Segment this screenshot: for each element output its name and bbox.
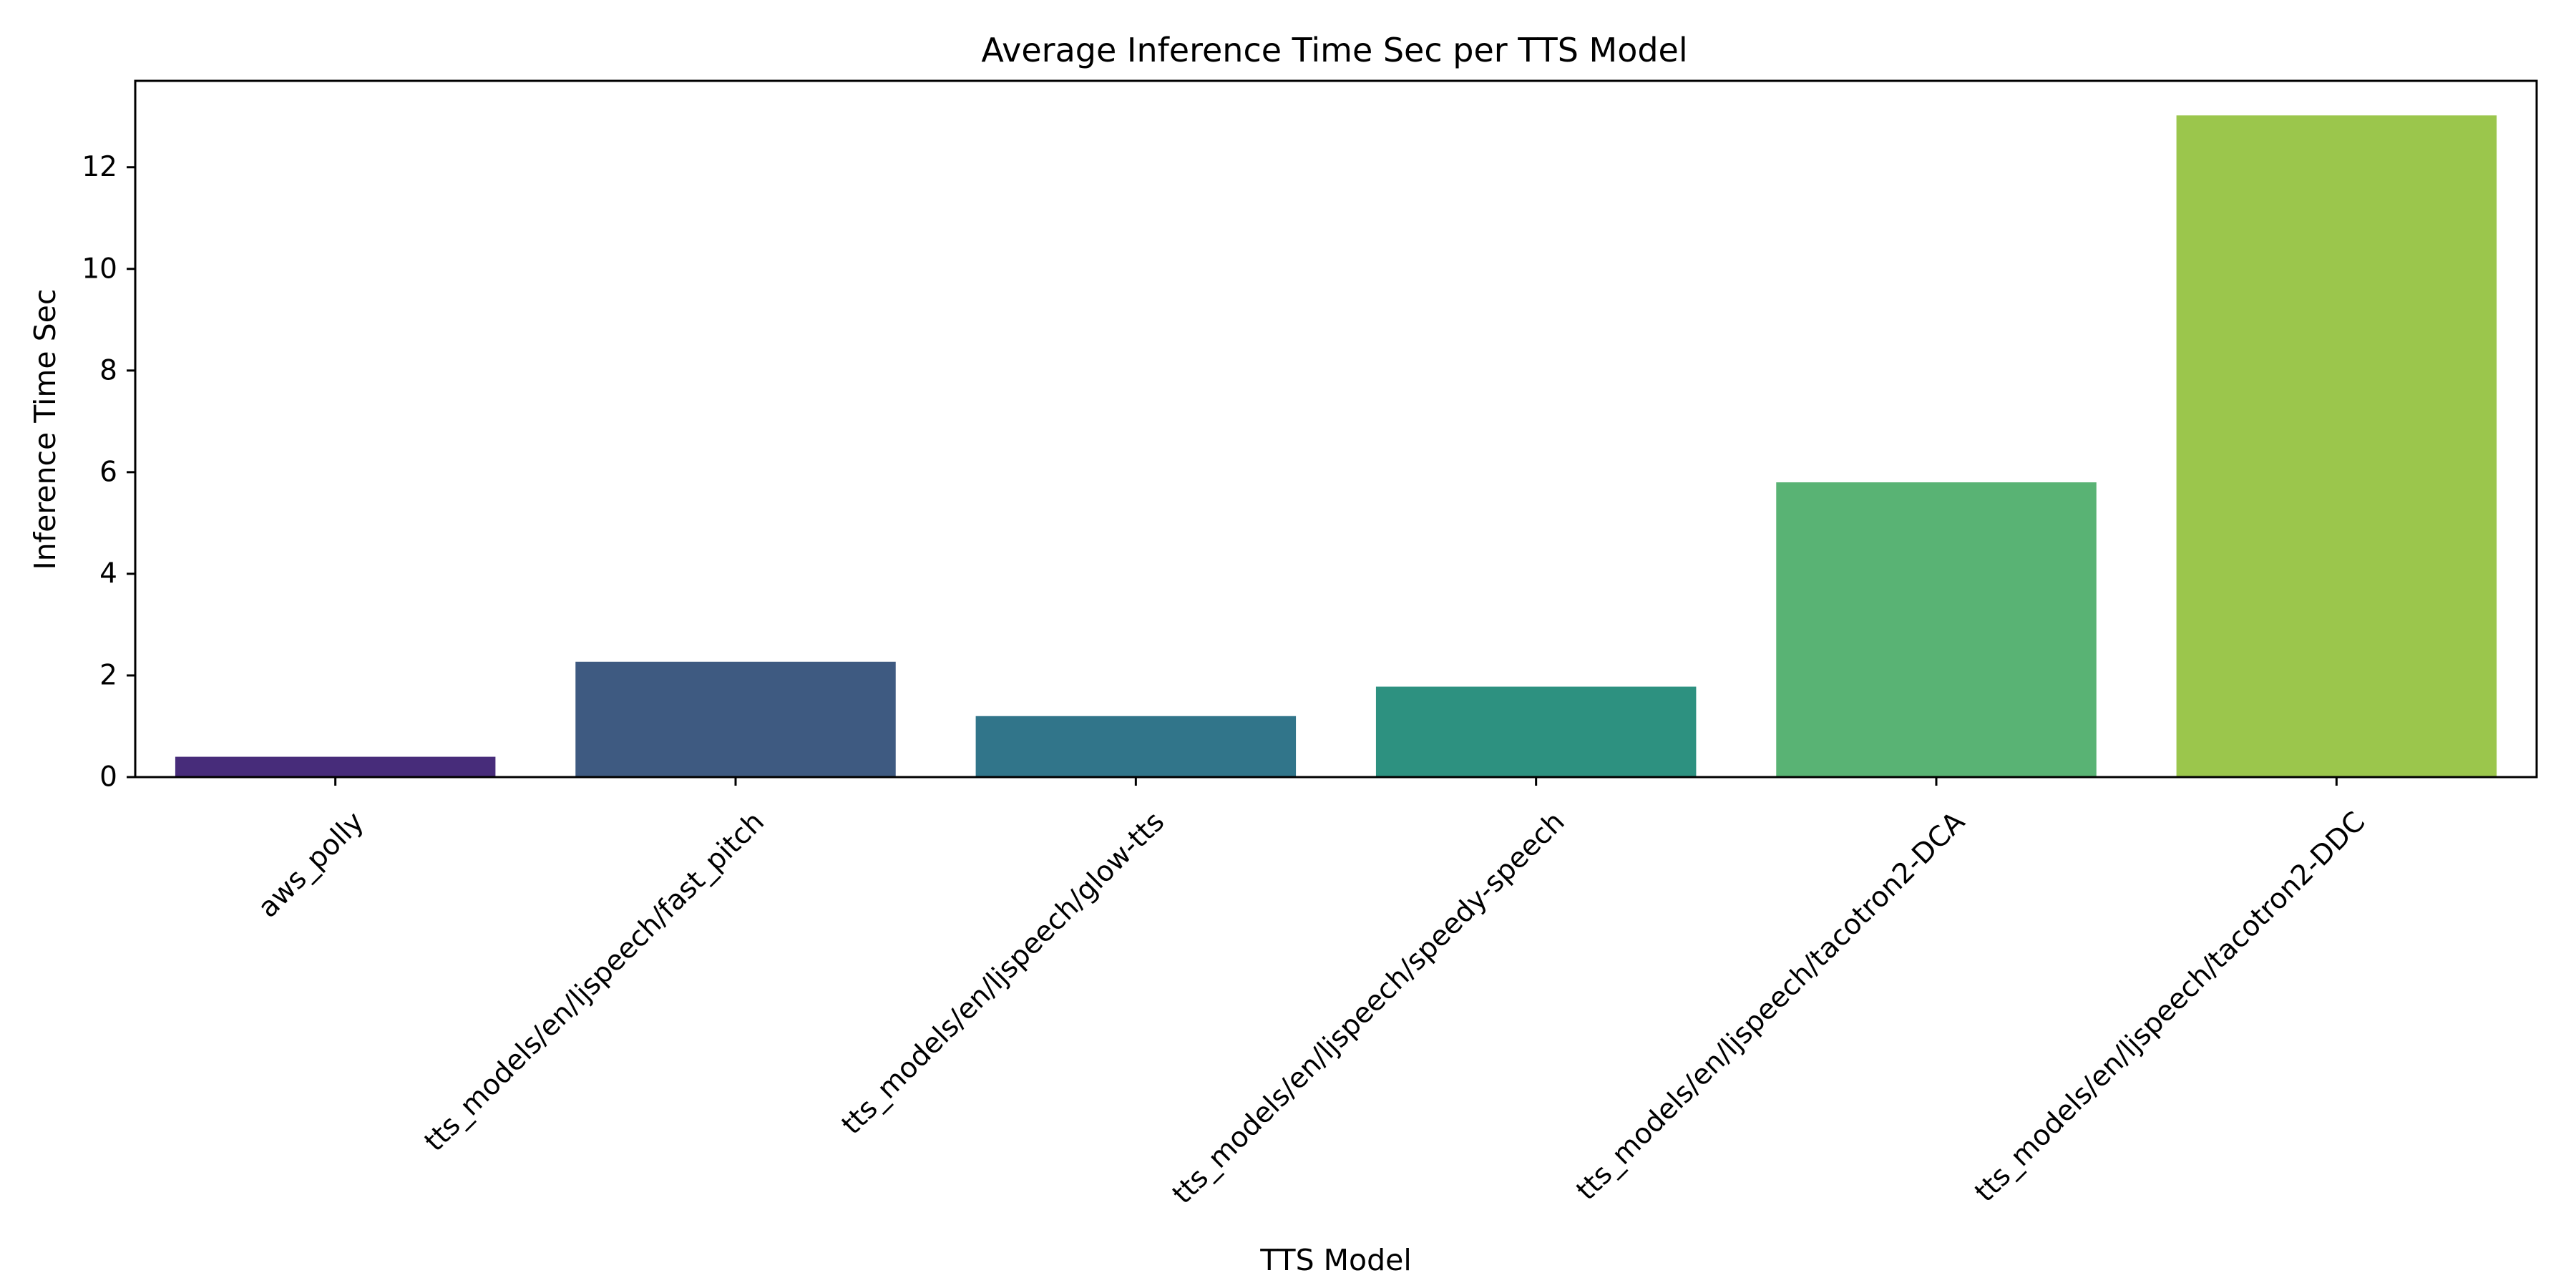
y-tick-label-2: 4 — [99, 557, 117, 590]
y-tick-label-6: 12 — [82, 151, 117, 183]
y-axis: 0 2 4 6 8 10 12 — [82, 151, 135, 794]
x-tick-label-4: tts_models/en/ljspeech/tacotron2-DCA — [1570, 806, 1971, 1207]
bar-0 — [175, 756, 496, 777]
x-tick-label-2: tts_models/en/ljspeech/glow-tts — [836, 806, 1171, 1141]
bar-4 — [1776, 482, 2097, 777]
y-tick-label-5: 10 — [82, 253, 117, 285]
x-axis: aws_polly tts_models/en/ljspeech/fast_pit… — [252, 777, 2371, 1211]
x-tick-label-0: aws_polly — [252, 806, 370, 924]
plot-frame — [134, 79, 2538, 779]
bar-2 — [975, 716, 1297, 777]
y-tick-label-4: 8 — [99, 354, 117, 386]
x-axis-label: TTS Model — [1259, 1243, 1412, 1277]
bar-1 — [575, 661, 896, 777]
bar-5 — [2176, 115, 2497, 778]
bar-3 — [1375, 686, 1697, 777]
y-axis-label: Inference Time Sec — [28, 289, 62, 570]
chart-title: Average Inference Time Sec per TTS Model — [981, 31, 1687, 69]
x-tick-label-3: tts_models/en/ljspeech/speedy-speech — [1166, 806, 1571, 1210]
y-tick-label-1: 2 — [99, 659, 117, 691]
y-tick-label-3: 6 — [99, 456, 117, 488]
bars-layer — [175, 115, 2497, 778]
x-tick-label-5: tts_models/en/ljspeech/tacotron2-DDC — [1968, 806, 2371, 1209]
x-tick-label-1: tts_models/en/ljspeech/fast_pitch — [419, 806, 771, 1158]
y-tick-label-0: 0 — [99, 761, 117, 794]
